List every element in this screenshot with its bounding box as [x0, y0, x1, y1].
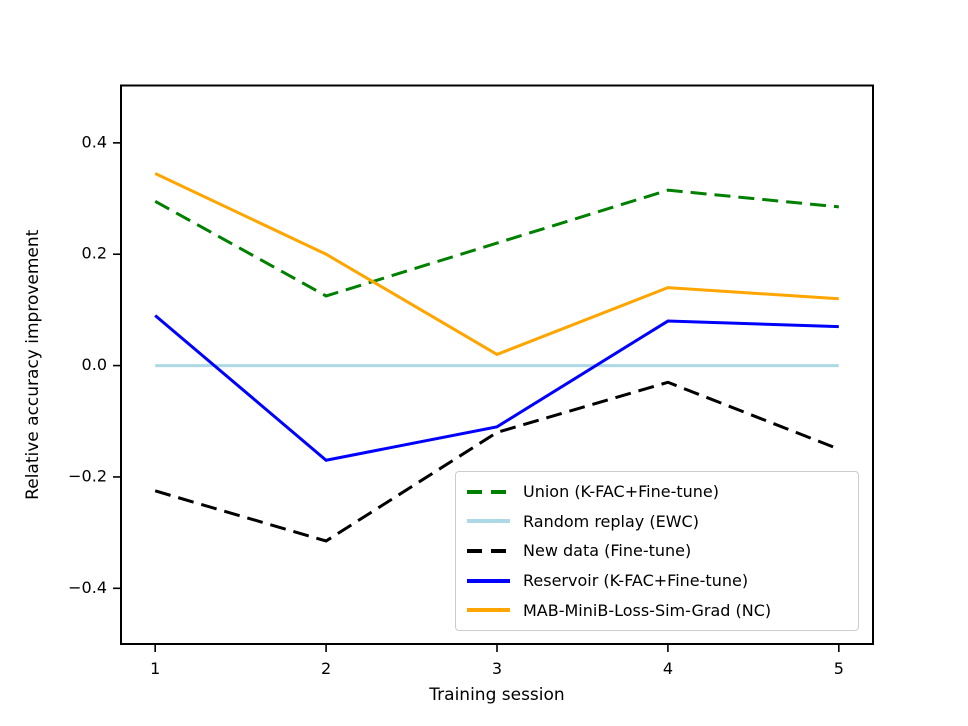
legend-label: MAB-MiniB-Loss-Sim-Grad (NC): [523, 600, 772, 620]
legend-line-sample: [467, 578, 510, 583]
legend-label: Union (K-FAC+Fine-tune): [523, 482, 719, 502]
legend-line-sample: [467, 548, 510, 553]
legend-item: Reservoir (K-FAC+Fine-tune): [467, 566, 858, 596]
legend-line-sample: [467, 519, 510, 524]
legend-item: Random replay (EWC): [467, 507, 858, 537]
y-axis-label: Relative accuracy improvement: [23, 229, 43, 499]
legend-line-sample: [467, 608, 510, 613]
legend: Union (K-FAC+Fine-tune) Random replay (E…: [455, 471, 859, 631]
legend-label: New data (Fine-tune): [523, 541, 692, 561]
y-tick-label: −0.2: [68, 466, 107, 485]
x-tick-label: 2: [321, 659, 331, 678]
legend-item: MAB-MiniB-Loss-Sim-Grad (NC): [467, 595, 858, 625]
x-tick-label: 3: [492, 659, 502, 678]
series-line-4: [154, 172, 839, 357]
legend-label: Random replay (EWC): [523, 511, 699, 531]
y-tick-label: −0.4: [68, 578, 107, 597]
series-line-0: [154, 188, 839, 298]
y-tick-label: 0.2: [82, 244, 107, 263]
series-line-3: [154, 314, 839, 462]
x-axis-label: Training session: [428, 685, 564, 705]
legend-label: Reservoir (K-FAC+Fine-tune): [523, 571, 749, 591]
x-tick-label: 1: [150, 659, 160, 678]
x-tick-label: 5: [834, 659, 844, 678]
y-tick-label: 0.0: [82, 355, 107, 374]
legend-item: Union (K-FAC+Fine-tune): [467, 477, 858, 507]
legend-item: New data (Fine-tune): [467, 536, 858, 566]
legend-line-sample: [467, 489, 510, 494]
x-tick-label: 4: [663, 659, 673, 678]
y-tick-label: 0.4: [82, 132, 107, 151]
